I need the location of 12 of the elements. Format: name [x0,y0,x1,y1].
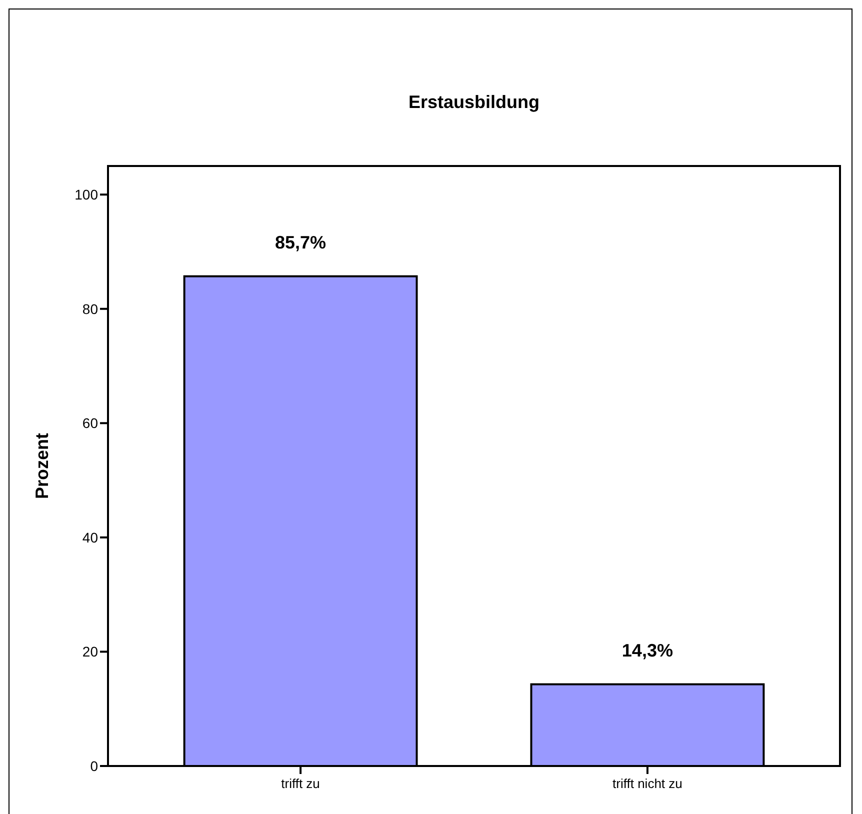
y-tick-label: 0 [90,758,98,774]
y-tick-label: 80 [82,300,98,317]
y-tick-label: 60 [82,415,98,432]
x-tick-label: trifft nicht zu [612,776,682,791]
x-tick-label: trifft zu [281,776,320,791]
chart-title: Erstausbildung [408,92,540,112]
data-label: 85,7% [275,232,326,252]
y-axis-title: Prozent [32,432,52,500]
y-tick-label: 100 [74,186,98,202]
data-label: 14,3% [622,640,673,660]
y-tick-label: 40 [82,529,98,546]
y-tick-label: 20 [82,644,98,660]
